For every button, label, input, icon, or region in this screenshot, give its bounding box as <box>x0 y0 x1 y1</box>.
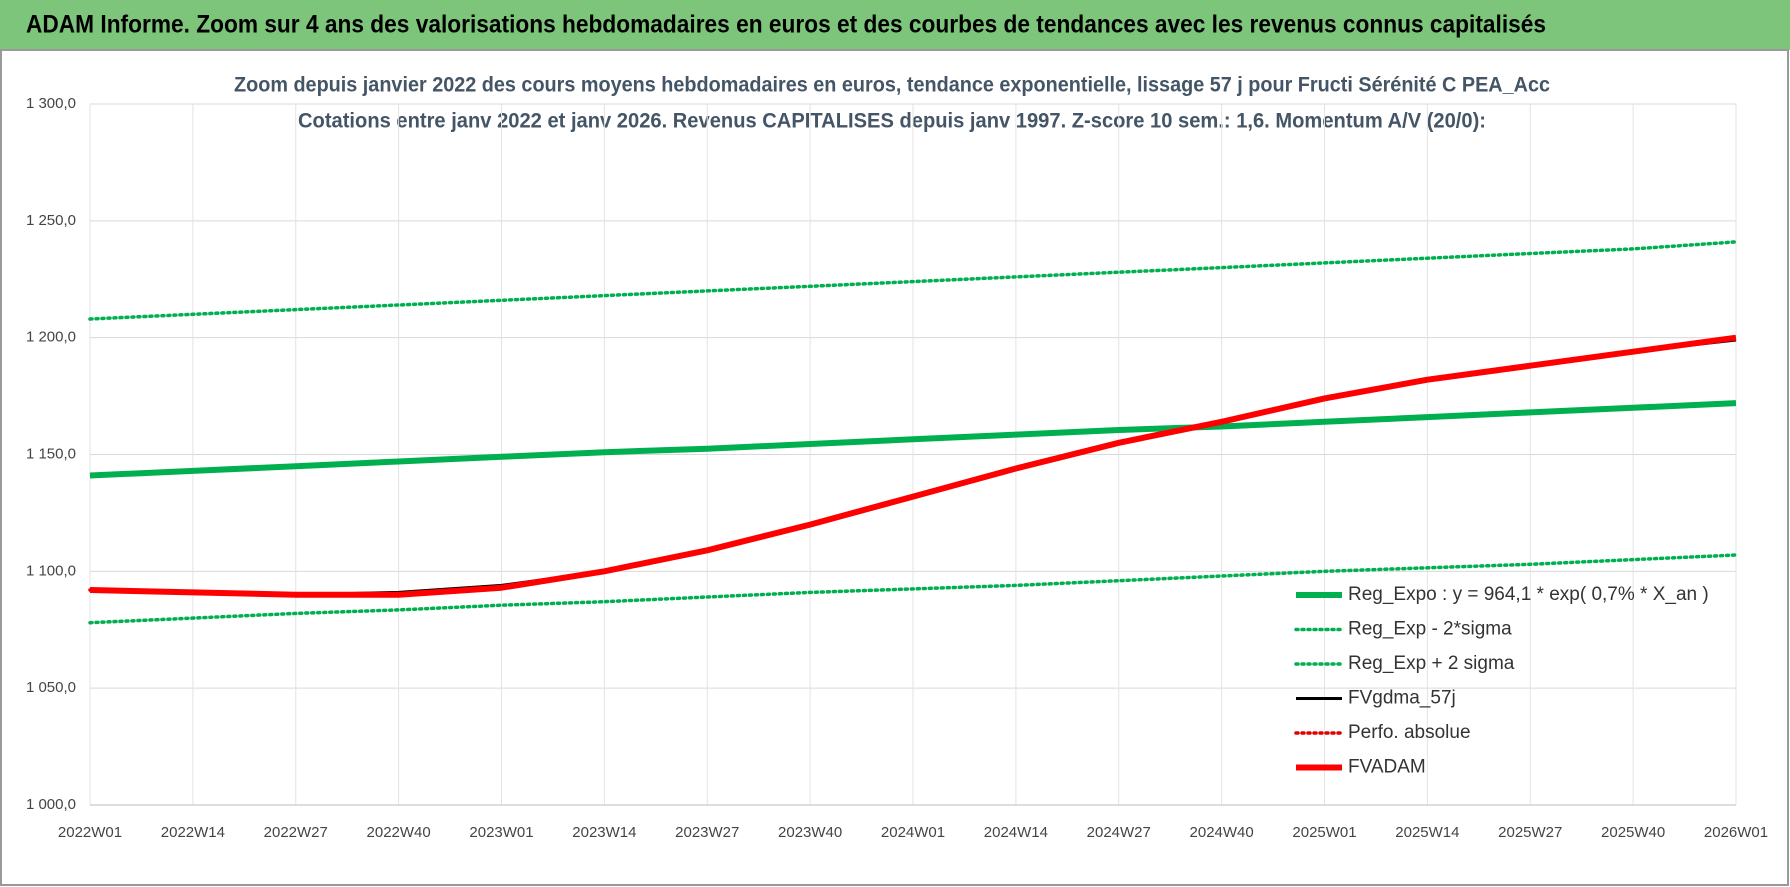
x-tick-label: 2023W14 <box>572 824 636 841</box>
chart-border <box>0 49 1789 886</box>
legend-label: Perfo. absolue <box>1348 722 1471 743</box>
y-tick-label: 1 150,0 <box>26 445 76 462</box>
y-tick-label: 1 250,0 <box>26 212 76 229</box>
x-tick-label: 2023W01 <box>469 824 533 841</box>
x-tick-label: 2023W40 <box>778 824 842 841</box>
series-line <box>88 240 1738 321</box>
series-line <box>88 553 1738 625</box>
x-tick-label: 2025W01 <box>1292 824 1356 841</box>
legend-label: FVgdma_57j <box>1348 688 1456 709</box>
chart-subtitle: Cotations entre janv 2022 et janv 2026. … <box>298 110 1486 133</box>
y-tick-label: 1 100,0 <box>26 562 76 579</box>
chart-title: Zoom depuis janvier 2022 des cours moyen… <box>234 74 1550 97</box>
legend-label: Reg_Exp + 2 sigma <box>1348 653 1515 674</box>
y-tick-label: 1 200,0 <box>26 329 76 346</box>
header-bar <box>0 0 1790 50</box>
x-tick-label: 2024W01 <box>881 824 945 841</box>
y-tick-label: 1 050,0 <box>26 679 76 696</box>
x-tick-label: 2022W27 <box>264 824 328 841</box>
x-tick-label: 2022W14 <box>161 824 225 841</box>
y-tick-label: 1 300,0 <box>26 95 76 112</box>
x-tick-label: 2026W01 <box>1704 824 1768 841</box>
x-tick-label: 2024W14 <box>984 824 1048 841</box>
x-tick-label: 2025W14 <box>1395 824 1459 841</box>
series-line <box>89 334 1737 598</box>
x-tick-label: 2022W40 <box>367 824 431 841</box>
legend-label: Reg_Expo : y = 964,1 * exp( 0,7% * X_an … <box>1348 584 1709 605</box>
x-tick-label: 2024W40 <box>1190 824 1254 841</box>
x-tick-label: 2025W27 <box>1498 824 1562 841</box>
x-tick-label: 2022W01 <box>58 824 122 841</box>
y-tick-label: 1 000,0 <box>26 796 76 813</box>
legend-label: FVADAM <box>1348 757 1426 778</box>
header-title: ADAM Informe. Zoom sur 4 ans des valoris… <box>26 11 1546 39</box>
x-tick-label: 2024W27 <box>1087 824 1151 841</box>
x-tick-label: 2025W40 <box>1601 824 1665 841</box>
series-line <box>89 400 1737 479</box>
x-tick-label: 2023W27 <box>675 824 739 841</box>
legend-label: Reg_Exp - 2*sigma <box>1348 619 1512 640</box>
